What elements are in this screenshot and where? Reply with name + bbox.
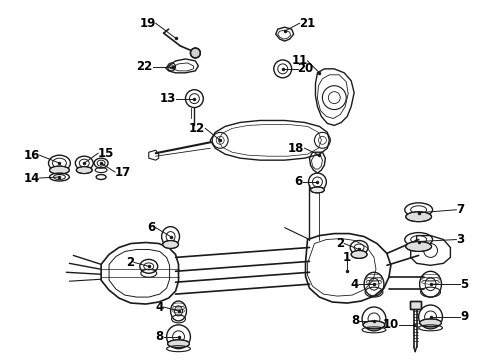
Text: 5: 5 [460,278,468,291]
Text: 1: 1 [343,251,351,264]
Bar [410,301,420,309]
Text: 12: 12 [189,122,205,135]
Circle shape [191,48,200,58]
Bar [410,301,420,309]
Text: 14: 14 [23,171,40,185]
Ellipse shape [76,167,92,174]
Ellipse shape [163,240,178,248]
Ellipse shape [419,319,441,327]
Text: 22: 22 [137,60,153,73]
Text: 15: 15 [98,147,115,160]
Text: 6: 6 [147,221,156,234]
Ellipse shape [406,242,432,251]
Ellipse shape [311,187,324,193]
Text: 2: 2 [126,256,134,269]
Ellipse shape [363,321,385,329]
Text: 13: 13 [159,92,175,105]
Text: 10: 10 [383,318,399,331]
Text: 8: 8 [351,314,359,327]
Ellipse shape [168,340,190,348]
Text: 17: 17 [115,166,131,179]
Text: 7: 7 [456,203,465,216]
Text: 9: 9 [460,310,468,323]
Text: 6: 6 [294,175,302,189]
Ellipse shape [49,166,70,174]
Text: 21: 21 [299,17,316,30]
Text: 4: 4 [155,301,164,314]
Text: 11: 11 [291,54,308,67]
Text: 3: 3 [456,233,465,246]
Text: 19: 19 [139,17,156,30]
Text: 2: 2 [336,237,344,250]
Text: 20: 20 [297,62,314,75]
Text: 18: 18 [288,142,305,155]
Ellipse shape [351,251,367,258]
Ellipse shape [406,212,432,222]
Text: 8: 8 [155,330,164,343]
Text: 4: 4 [351,278,359,291]
Text: 16: 16 [23,149,40,162]
